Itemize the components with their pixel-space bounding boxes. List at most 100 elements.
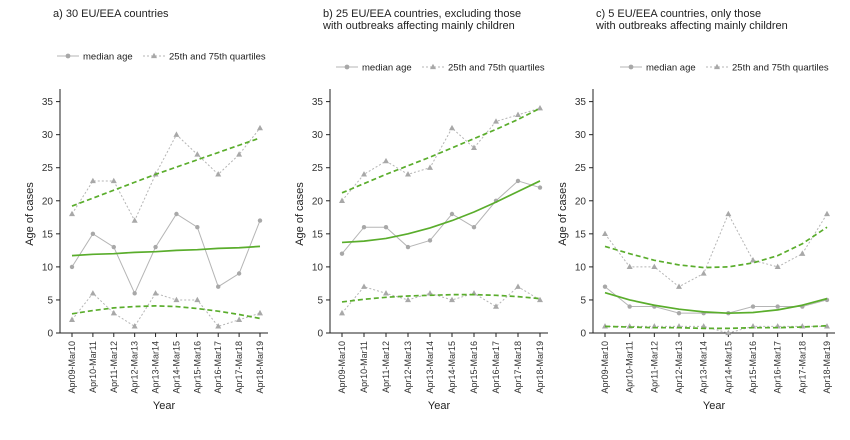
x-tick-label: Apr12-Mar13 [130,341,140,394]
median-point [750,304,756,309]
y-tick-label: 20 [575,196,587,207]
y-tick-label: 30 [42,130,54,141]
q75-data-line [341,107,541,202]
legend-median-label: median age [646,63,696,74]
median-point [405,244,411,250]
q25-point [257,309,263,316]
q25-point [215,323,222,329]
median-point [69,264,75,270]
q75-point [361,171,367,177]
x-tick-label: Apr14-Mar15 [171,341,181,394]
q25-point [89,290,96,296]
chart-title: with outbreaks affecting mainly children [595,20,788,32]
q25-point [725,329,732,336]
x-axis-label: Year [153,400,176,412]
q75-point [651,263,658,270]
median-trend-line [341,180,541,244]
q25-data-line [341,286,541,314]
x-tick-label: Apr13-Mar14 [425,341,435,394]
y-axis-label: Age of cases [24,182,36,246]
series-q25 [339,283,543,316]
y-tick-label: 35 [312,97,324,108]
q75-point [471,144,477,151]
x-tick-label: Apr17-Mar18 [797,341,807,394]
y-tick-label: 15 [42,229,54,240]
legend-median-marker [344,64,350,70]
y-tick-label: 5 [317,295,323,306]
y-tick-label: 5 [47,295,53,306]
q75-point [676,283,682,289]
panel-2: b) 25 EU/EEA countries, excluding thosew… [294,8,548,412]
median-point [471,225,477,230]
x-axis-label: Year [703,400,726,412]
legend-median-marker [628,64,634,70]
q75-point [750,257,756,263]
x-tick-label: Apr13-Mar14 [151,341,161,394]
q25-point [427,290,433,296]
median-point [427,238,433,243]
x-tick-label: Apr18-Mar19 [255,341,265,394]
q75-point [339,197,345,203]
median-point [383,225,389,230]
q75-point [194,151,201,157]
legend: median age 25th and 75th quartiles [336,63,545,74]
q25-trend-line [71,305,261,320]
series-q25 [69,290,263,329]
median-point [257,218,263,223]
q25-point [152,290,159,296]
q25-point [110,309,117,316]
x-tick-label: Apr09-Mar10 [67,341,77,394]
y-tick-label: 0 [317,329,323,340]
q75-point [626,263,633,270]
y-tick-label: 10 [312,262,324,273]
q25-point [824,323,830,329]
median-point [676,310,682,316]
x-tick-label: Apr15-Mar16 [192,341,202,394]
median-point [602,284,608,289]
legend-quartile-label: 25th and 75th quartiles [169,52,266,63]
y-tick-label: 30 [312,130,324,141]
series-q75 [69,124,263,223]
q75-data-line [604,212,828,288]
q25-trend-line [604,324,828,330]
q75-point [383,157,389,164]
y-tick-label: 25 [575,163,587,174]
x-tick-label: Apr10-Mar11 [625,341,635,393]
median-point [153,244,158,250]
y-tick-label: 30 [575,130,587,141]
x-tick-label: Apr16-Mar17 [491,341,501,394]
q75-point [257,124,263,131]
legend: median age 25th and 75th quartiles [57,52,266,63]
q75-data-line [71,127,261,222]
q75-point [725,210,732,217]
legend-quartile-marker [430,63,436,70]
q25-data-line [71,292,261,328]
chart-title: b) 25 EU/EEA countries, excluding those [323,8,521,20]
median-point [449,211,455,217]
chart-title: with outbreaks affecting mainly children [322,20,515,32]
q75-point [173,131,180,137]
y-axis-label: Age of cases [294,182,306,246]
x-tick-label: Apr15-Mar16 [748,341,758,394]
q25-point [194,296,201,303]
q75-point [110,177,117,184]
median-point [90,231,96,237]
q75-point [774,263,781,270]
x-tick-label: Apr16-Mar17 [213,341,223,394]
q25-point [405,296,411,303]
q75-point [405,171,411,177]
median-point [537,185,543,190]
median-point [775,304,780,309]
series-median [339,178,543,256]
x-tick-label: Apr18-Mar19 [822,341,832,394]
x-tick-label: Apr16-Mar17 [773,341,783,394]
legend-median-label: median age [83,52,133,63]
q25-point [339,309,345,316]
median-point [515,178,521,184]
median-point [195,225,200,230]
x-tick-label: Apr18-Mar19 [535,341,545,394]
q25-point [537,296,543,303]
q25-point [173,296,180,303]
